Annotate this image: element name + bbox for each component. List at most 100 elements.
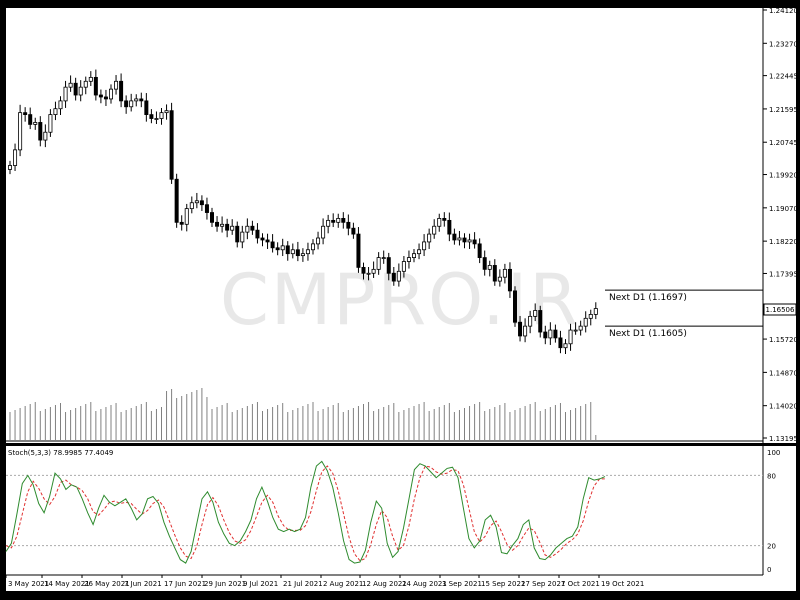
candle [497,276,502,282]
candle [588,313,593,319]
candle [285,245,290,255]
candle [346,221,351,229]
time-tick-label: 15 Sep 2021 [481,580,525,588]
stoch-title: Stoch(5,3,3) 78.9985 77.4049 [8,449,113,457]
candle [144,100,149,116]
candle [467,239,472,243]
candle [391,272,396,282]
candle [548,329,553,339]
candle [310,243,315,251]
candle [83,80,88,88]
main-pane[interactable]: Next D1 (1.1697) Next D1 (1.1605) 1.24120… [6,7,798,443]
candle [361,266,366,274]
price-tick-label: 1.24120 [769,7,798,15]
candle [543,331,548,339]
price-tick-label: 1.14020 [769,403,798,411]
price-tick-label: 1.18220 [769,238,798,246]
candle [265,239,270,243]
candle [245,225,250,233]
candle [502,268,507,278]
candle [432,225,437,235]
candle [386,257,391,274]
candle [250,225,255,231]
candle [240,231,245,243]
stoch-axis: 100 80 20 0 [767,449,780,574]
price-tick-label: 1.21595 [769,106,798,114]
candle [351,227,356,235]
time-tick-label: 24 Aug 2021 [402,580,447,588]
candle [356,233,361,268]
candle [230,225,235,231]
candle [154,118,159,120]
stoch-main-line [5,460,606,564]
candle [139,98,144,102]
price-tick-label: 1.17395 [769,270,798,278]
candle [341,218,346,223]
candle [103,96,108,100]
candle [366,272,371,275]
candle [174,178,179,223]
candle [507,268,512,292]
candle [225,223,230,231]
candle [93,76,98,96]
stoch-tick-label: 0 [767,566,771,574]
candle [447,219,452,235]
stoch-tick-label: 100 [767,449,780,457]
pane-separator[interactable] [6,443,796,446]
time-tick-label: 7 Jun 2021 [124,580,162,588]
candle [98,94,103,98]
candle [199,200,204,206]
candle [513,290,518,323]
candle [482,257,487,270]
candle [533,310,538,317]
candle [472,239,477,245]
candle [114,80,119,90]
candle [53,108,58,116]
candle [462,237,467,243]
candle [209,212,214,223]
candle [371,268,376,274]
candle [442,218,447,221]
candle [563,343,568,349]
price-tick-label: 1.20745 [769,139,798,147]
time-tick-label: 3 Sep 2021 [442,580,482,588]
stoch-tick-label: 80 [767,472,776,480]
candle [169,110,174,180]
candle [88,76,93,82]
candles [7,69,598,354]
candle [321,225,326,239]
current-price-tag: 1.16506 [763,303,797,316]
candle [78,86,83,96]
time-tick-label: 17 Jun 2021 [164,580,206,588]
candle [13,149,18,166]
candle [119,80,124,102]
time-tick-label: 21 Jul 2021 [283,580,323,588]
candle [260,237,265,241]
candle [406,257,411,262]
next-d1-level-label: Next D1 (1.1605) [609,329,687,339]
candle [129,100,134,108]
candle [593,308,598,315]
candle [18,112,23,151]
candle [538,310,543,333]
candle [295,249,300,257]
time-tick-label: 27 Sep 2021 [521,580,565,588]
candle [326,219,331,227]
stochastic-pane[interactable]: Stoch(5,3,3) 78.9985 77.4049 100 80 20 0 [5,446,780,576]
price-tick-label: 1.13195 [769,435,798,443]
volume-bars [9,388,597,440]
candle [63,86,68,102]
time-tick-label: 12 Aug 2021 [362,580,407,588]
candle [215,221,220,227]
candle [38,122,43,141]
candle [523,325,528,337]
candle [487,265,492,270]
candle [553,329,558,339]
candle [220,223,225,227]
time-tick-label: 3 May 2021 [8,580,49,588]
price-tick-label: 1.23270 [769,40,798,48]
candle [159,112,164,119]
candle [68,82,73,88]
